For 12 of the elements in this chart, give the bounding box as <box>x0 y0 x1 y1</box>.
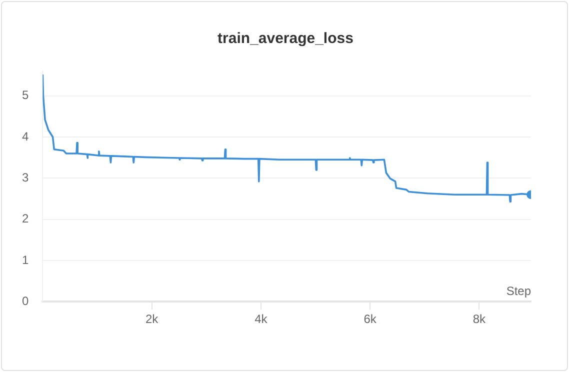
x-tick-label: 2k <box>145 312 160 326</box>
y-tick-label: 1 <box>22 252 29 267</box>
y-tick-label: 0 <box>22 294 29 308</box>
x-tick-label: 6k <box>364 312 378 326</box>
x-tick-label: 8k <box>472 312 486 326</box>
x-axis-title: Step <box>506 284 532 298</box>
y-tick-label: 4 <box>22 129 29 144</box>
y-tick-label: 5 <box>22 88 29 102</box>
y-tick-label: 3 <box>22 170 29 184</box>
x-tick-label: 4k <box>254 312 268 326</box>
chart-title: train_average_loss <box>216 30 354 47</box>
y-tick-label: 2 <box>22 212 29 226</box>
